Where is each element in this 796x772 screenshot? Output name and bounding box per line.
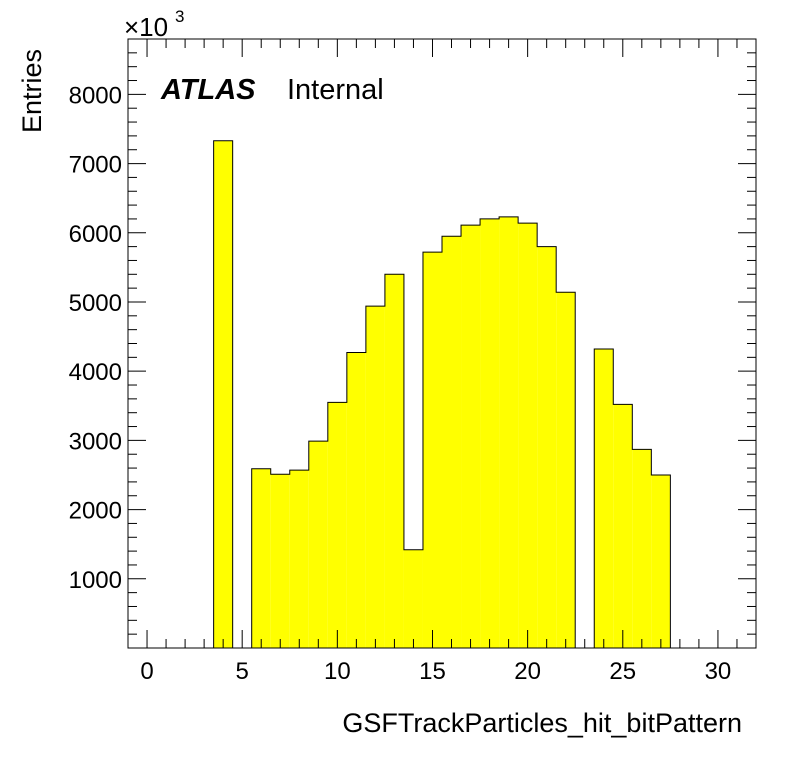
atlas-label-bold: ATLAS — [160, 74, 256, 106]
histogram-bin — [632, 449, 652, 648]
histogram-bin — [461, 225, 481, 649]
y-tick-label: 4000 — [69, 359, 122, 386]
y-multiplier-exponent: 3 — [175, 7, 184, 26]
histogram-outline — [137, 140, 747, 649]
y-axis-multiplier: ×10 3 — [124, 7, 184, 42]
histogram-bin — [442, 236, 462, 648]
x-tick-label: 25 — [609, 658, 636, 685]
histogram-bin — [251, 468, 271, 648]
histogram-bin — [518, 223, 538, 648]
y-tick-label: 6000 — [69, 221, 122, 248]
histogram-bin — [327, 402, 347, 648]
histogram-bin — [594, 349, 614, 648]
histogram-bin — [499, 216, 519, 648]
histogram-bin — [346, 352, 366, 648]
x-tick-labels: 0 5 10 15 20 25 30 — [140, 658, 731, 685]
y-tick-label: 2000 — [69, 498, 122, 525]
x-tick-label: 30 — [705, 658, 732, 685]
histogram-bin — [403, 549, 423, 648]
y-tick-label: 8000 — [69, 82, 122, 109]
histogram-bin — [556, 292, 576, 648]
x-tick-label: 15 — [419, 658, 446, 685]
y-tick-label: 3000 — [69, 428, 122, 455]
atlas-label-status: Internal — [287, 74, 384, 106]
y-axis-title: Entries — [17, 49, 47, 133]
plot-frame — [127, 38, 757, 649]
histogram-bin — [537, 246, 557, 648]
x-tick-label: 0 — [140, 658, 153, 685]
y-tick-label: 5000 — [69, 290, 122, 317]
atlas-label: ATLAS Internal — [160, 74, 384, 106]
histogram-bin — [480, 218, 500, 648]
histogram-bin — [651, 474, 671, 648]
y-multiplier-base: ×10 — [124, 12, 168, 42]
y-tick-label: 7000 — [69, 152, 122, 179]
x-axis-title: GSFTrackParticles_hit_bitPattern — [342, 708, 742, 738]
histogram-bars — [137, 140, 747, 649]
axis-ticks — [127, 38, 757, 648]
histogram-bin — [308, 441, 328, 648]
histogram-bin — [365, 306, 385, 648]
x-tick-label: 5 — [236, 658, 249, 685]
x-tick-label: 20 — [514, 658, 541, 685]
y-tick-labels: 1000 2000 3000 4000 5000 6000 7000 8000 — [69, 82, 122, 593]
histogram-bin — [613, 404, 633, 648]
histogram-bin — [384, 274, 404, 648]
x-tick-label: 10 — [324, 658, 351, 685]
y-tick-label: 1000 — [69, 567, 122, 594]
histogram-bin — [213, 140, 233, 648]
histogram-bin — [422, 252, 442, 648]
histogram-bin — [270, 474, 290, 648]
histogram-bin — [289, 470, 309, 648]
